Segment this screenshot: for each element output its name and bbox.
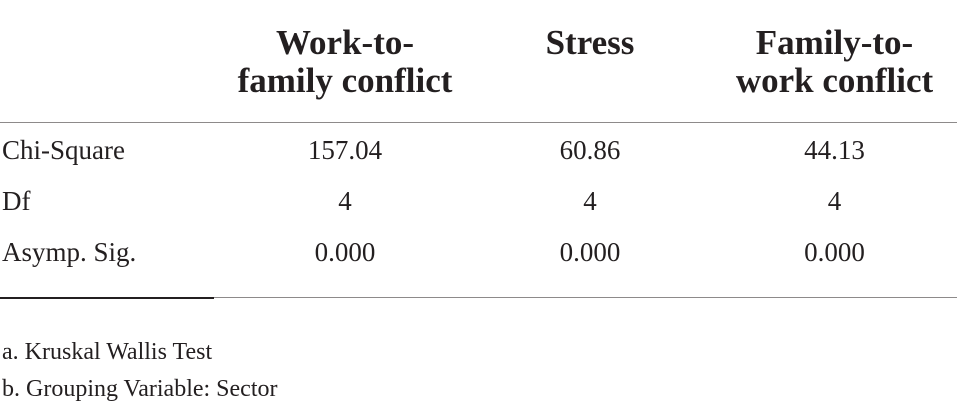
table-cell: 157.04 <box>307 135 383 165</box>
column-header-stress: Stress <box>500 24 680 62</box>
column-header-line: Family-to- <box>755 23 914 62</box>
table-row-chi-square: Chi-Square 157.04 60.86 44.13 <box>0 130 957 170</box>
header-divider <box>0 122 957 123</box>
footnote-b: b. Grouping Variable: Sector <box>2 376 278 402</box>
row-label: Asymp. Sig. <box>2 237 137 267</box>
footnote-divider <box>0 297 214 299</box>
table-cell: 4 <box>827 186 842 216</box>
row-label: Chi-Square <box>2 135 125 165</box>
column-header-line: family conflict <box>237 61 453 100</box>
footnote-a: a. Kruskal Wallis Test <box>2 339 213 365</box>
table-row-df: Df 4 4 4 <box>0 181 957 221</box>
table-cell: 0.000 <box>559 237 621 267</box>
table-cell: 0.000 <box>314 237 376 267</box>
table-cell: 60.86 <box>559 135 621 165</box>
table-bottom-divider <box>0 297 957 298</box>
column-header-work-to-family-conflict: Work-to- family conflict <box>215 24 475 100</box>
column-header-family-to-work-conflict: Family-to- work conflict <box>712 24 957 100</box>
row-label: Df <box>2 186 31 216</box>
table-cell: 4 <box>583 186 597 216</box>
table-cell: 4 <box>338 186 352 216</box>
column-header-line: Stress <box>545 23 635 62</box>
column-header-line: work conflict <box>735 61 934 100</box>
table-row-asymp-sig: Asymp. Sig. 0.000 0.000 0.000 <box>0 232 957 272</box>
table-cell: 0.000 <box>804 237 865 267</box>
table-cell: 44.13 <box>804 135 865 165</box>
column-header-line: Work-to- <box>275 23 415 62</box>
